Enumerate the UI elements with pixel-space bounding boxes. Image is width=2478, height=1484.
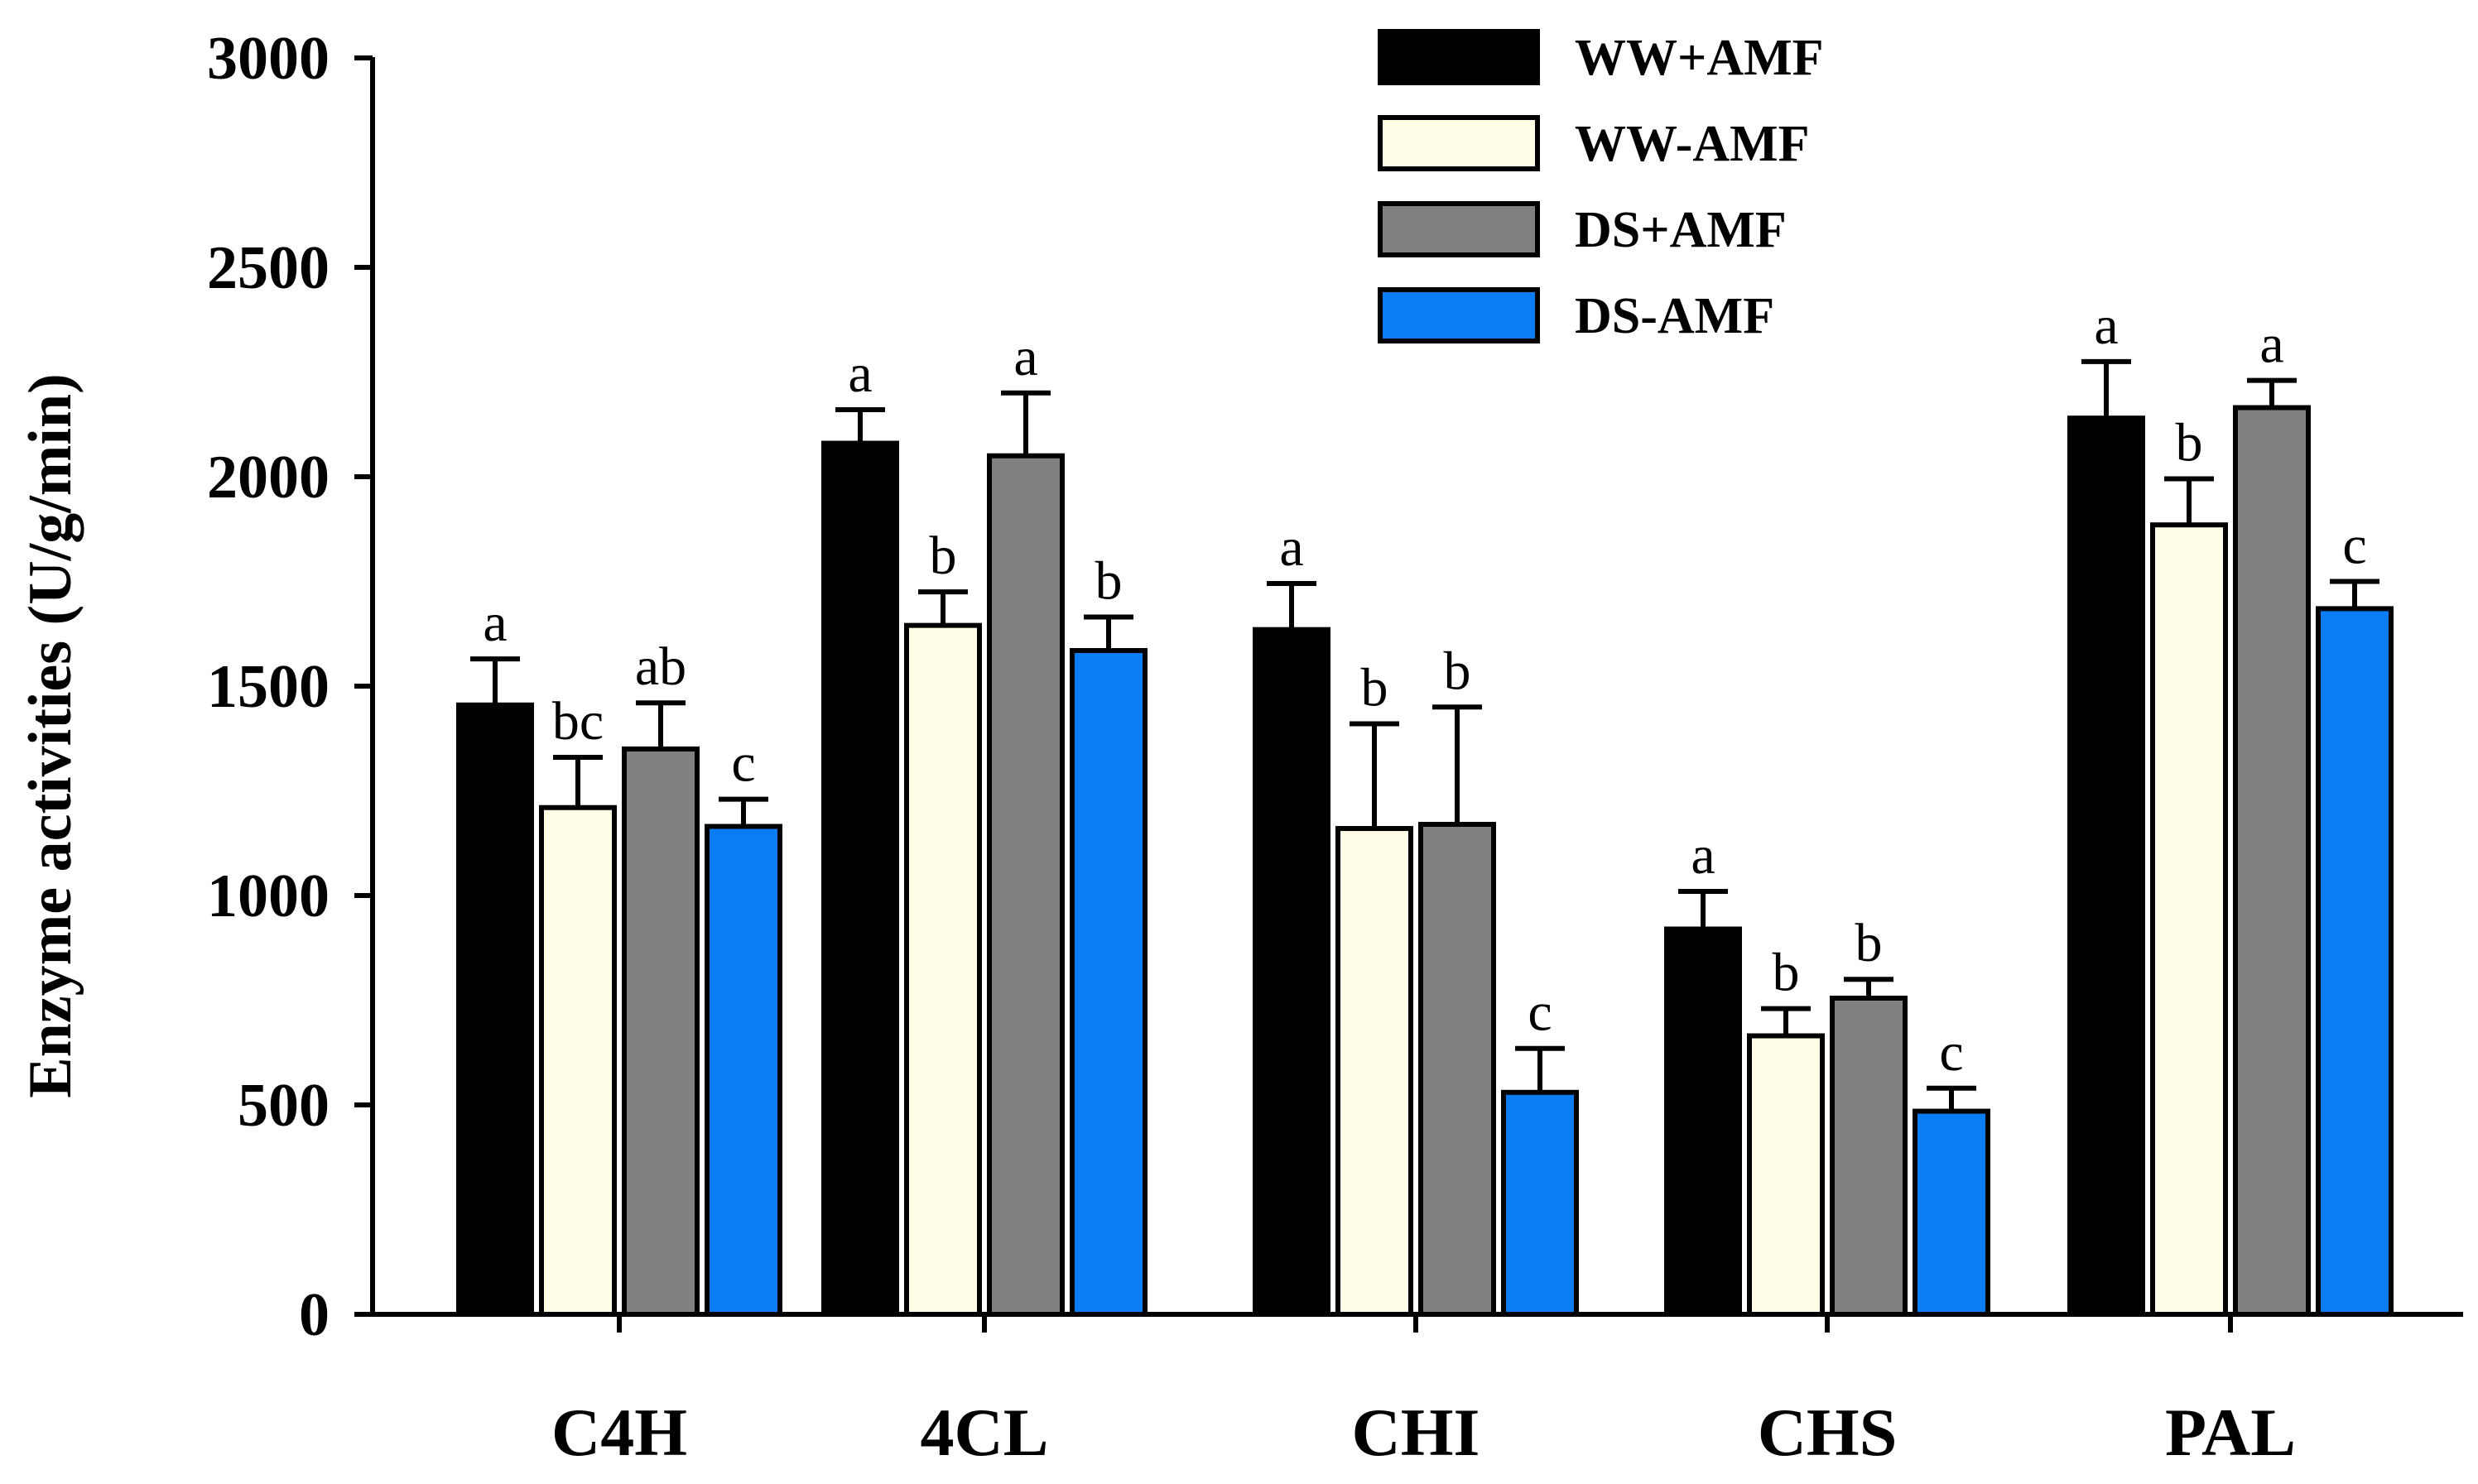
significance-letter: a: [2259, 315, 2283, 375]
significance-letter: c: [731, 733, 755, 794]
bar: [1913, 1108, 1990, 1317]
significance-letter: b: [1855, 913, 1883, 973]
significance-letter: c: [1528, 982, 1552, 1043]
bar: [1747, 1033, 1825, 1317]
bar: [821, 440, 899, 1317]
significance-letter: b: [930, 526, 957, 586]
y-tick-label: 1000: [207, 862, 330, 930]
significance-letter: a: [848, 343, 872, 404]
significance-letter: b: [2176, 413, 2203, 473]
bar: [622, 746, 700, 1317]
x-category-label: PAL: [2165, 1395, 2296, 1470]
bar: [1664, 926, 1742, 1317]
bar: [456, 702, 534, 1317]
significance-letter: bc: [552, 691, 604, 752]
significance-letter: a: [483, 593, 507, 653]
significance-letter: ab: [635, 636, 686, 697]
legend-label: WW-AMF: [1575, 116, 1810, 172]
bar: [2316, 606, 2394, 1317]
y-tick-label: 2000: [207, 444, 330, 511]
legend-swatch: [1378, 115, 1540, 171]
legend-swatch: [1378, 287, 1540, 343]
significance-letter: c: [1939, 1022, 1963, 1083]
series-WW+AMF: a a a a a: [456, 295, 2145, 1317]
significance-letter: c: [2342, 516, 2366, 576]
bar: [1501, 1089, 1579, 1317]
y-tick-label: 3000: [207, 25, 330, 93]
bar: [1335, 826, 1413, 1317]
y-tick-label: 2500: [207, 234, 330, 302]
significance-letter: a: [1279, 517, 1303, 578]
bar: [2150, 522, 2228, 1317]
bar: [1418, 821, 1496, 1317]
legend-label: DS+AMF: [1575, 202, 1787, 258]
x-category-label: CHI: [1352, 1395, 1480, 1470]
legend-label: DS-AMF: [1575, 288, 1774, 344]
significance-letter: a: [1013, 327, 1037, 387]
x-category-label: CHS: [1758, 1395, 1898, 1470]
bar: [1070, 647, 1148, 1317]
bar: [904, 622, 982, 1317]
y-axis-title: Enzyme activities (U/g/min): [17, 373, 84, 1098]
legend: WW+AMF WW-AMF DS+AMF DS-AMF: [1378, 29, 1824, 344]
y-tick-label: 500: [238, 1072, 330, 1140]
x-category-label: C4H: [551, 1395, 687, 1470]
significance-letter: a: [1691, 825, 1715, 886]
y-tick-label: 1500: [207, 653, 330, 721]
legend-swatch: [1378, 201, 1540, 257]
x-category-label: 4CL: [921, 1395, 1049, 1470]
significance-letter: b: [1095, 551, 1123, 612]
bar: [987, 453, 1065, 1318]
bar: [2067, 415, 2145, 1317]
legend-swatch: [1378, 29, 1540, 85]
bar: [1830, 995, 1908, 1317]
significance-letter: a: [2094, 295, 2118, 356]
axes: 0 500 1000 1500 2000 2500 3000 C4H 4CL CHI CHS PAL: [207, 25, 2463, 1470]
bar: [705, 824, 782, 1317]
significance-letter: b: [1773, 943, 1800, 1003]
legend-label: WW+AMF: [1575, 30, 1824, 86]
significance-letter: b: [1361, 658, 1388, 718]
y-tick-label: 0: [299, 1281, 330, 1349]
significance-letter: b: [1444, 641, 1471, 701]
bar: [2233, 405, 2311, 1317]
bar: [1253, 627, 1330, 1317]
bar: [539, 804, 617, 1317]
